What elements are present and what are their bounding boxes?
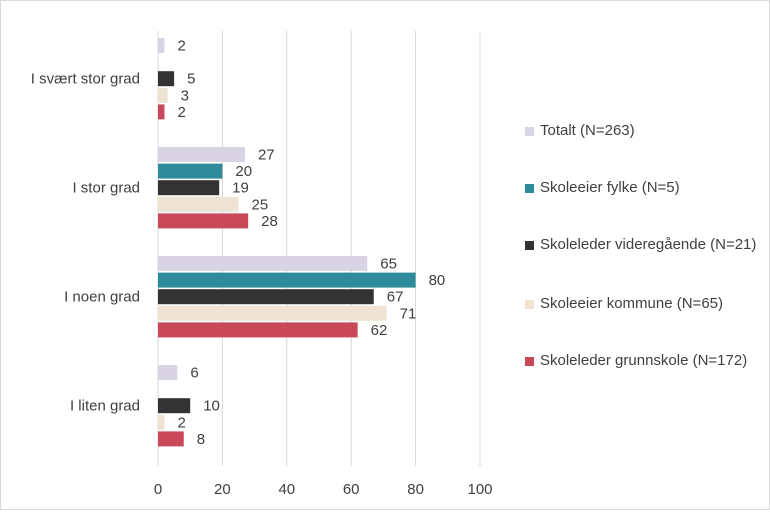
legend-label: Skoleleder videregående (N=21) xyxy=(540,236,757,253)
category-label: I svært stor grad xyxy=(31,71,140,88)
data-label: 6 xyxy=(190,365,198,382)
category-label: I stor grad xyxy=(72,180,140,197)
legend-label: Skoleleder grunnskole (N=172) xyxy=(540,352,748,369)
legend-item: Totalt (N=263) xyxy=(525,120,760,142)
data-label: 80 xyxy=(429,272,446,289)
bar-0-4 xyxy=(158,104,165,120)
bar-2-1 xyxy=(158,272,416,288)
data-label: 65 xyxy=(380,256,397,273)
legend-swatch xyxy=(525,184,534,193)
bar-0-0 xyxy=(158,38,165,53)
data-label: 5 xyxy=(187,71,195,88)
data-label: 25 xyxy=(252,196,269,213)
data-label: 8 xyxy=(197,431,205,448)
legend-item: Skoleeier fylke (N=5) xyxy=(525,177,760,199)
data-label: 2 xyxy=(177,38,185,55)
bar-2-0 xyxy=(158,256,368,271)
data-label: 10 xyxy=(203,398,220,415)
x-tick-label: 20 xyxy=(214,481,231,498)
legend-item: Skoleleder grunnskole (N=172) xyxy=(525,350,760,372)
bar-3-0 xyxy=(158,365,178,380)
category-labels: I svært stor grad I stor grad I noen grad I… xyxy=(31,71,140,415)
category-label: I liten grad xyxy=(70,398,140,415)
legend-item: Skoleleder videregående (N=21) xyxy=(525,234,760,256)
legend-swatch xyxy=(525,127,534,136)
data-label: 62 xyxy=(371,322,388,339)
data-label: 67 xyxy=(387,289,404,306)
bar-1-3 xyxy=(158,196,239,212)
bar-3-2 xyxy=(158,398,191,414)
legend-item: Skoleeier kommune (N=65) xyxy=(525,293,760,315)
x-tick-labels: 0 20 40 60 80 100 xyxy=(154,481,493,498)
bar-1-0 xyxy=(158,147,245,162)
bar-2-3 xyxy=(158,305,387,321)
x-tick-label: 100 xyxy=(467,481,492,498)
legend-swatch xyxy=(525,241,534,250)
data-label: 19 xyxy=(232,180,249,197)
legend-label: Skoleeier kommune (N=65) xyxy=(540,295,723,312)
data-label: 3 xyxy=(181,87,189,104)
bar-1-4 xyxy=(158,213,249,229)
legend-label: Skoleeier fylke (N=5) xyxy=(540,179,680,196)
data-label: 27 xyxy=(258,147,275,164)
data-label: 2 xyxy=(177,414,185,431)
bar-0-2 xyxy=(158,71,175,87)
x-tick-label: 60 xyxy=(343,481,360,498)
category-label: I noen grad xyxy=(64,289,140,306)
bar-3-4 xyxy=(158,431,184,447)
data-label: 71 xyxy=(400,305,417,322)
bar-1-2 xyxy=(158,180,220,196)
data-label: 28 xyxy=(261,213,278,230)
bars xyxy=(158,38,416,447)
x-tick-label: 0 xyxy=(154,481,162,498)
bar-3-3 xyxy=(158,414,165,430)
bar-2-4 xyxy=(158,322,358,338)
legend-swatch xyxy=(525,357,534,366)
x-tick-label: 80 xyxy=(407,481,424,498)
legend-swatch xyxy=(525,300,534,309)
bar-2-2 xyxy=(158,289,374,305)
data-label: 2 xyxy=(177,104,185,121)
bar-0-3 xyxy=(158,87,168,103)
data-label: 20 xyxy=(235,163,252,180)
legend-label: Totalt (N=263) xyxy=(540,122,635,139)
bar-1-1 xyxy=(158,163,223,179)
x-tick-label: 40 xyxy=(278,481,295,498)
gridlines xyxy=(157,31,481,466)
